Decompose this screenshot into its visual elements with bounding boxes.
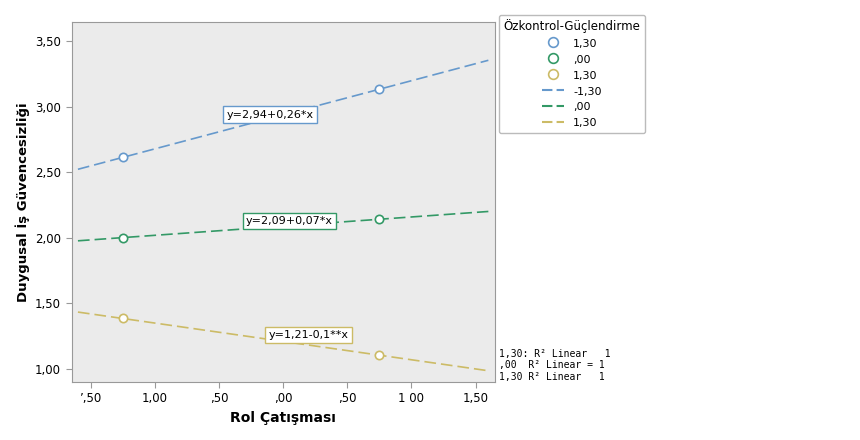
X-axis label: Rol Çatışması: Rol Çatışması xyxy=(230,411,336,425)
Text: y=2,09+0,07*x: y=2,09+0,07*x xyxy=(246,216,333,226)
Text: 1,30: R² Linear   1
,00  R² Linear = 1
1,30 R² Linear   1: 1,30: R² Linear 1 ,00 R² Linear = 1 1,30… xyxy=(499,349,611,382)
Legend: 1,30, ,00, 1,30, -1,30, ,00, 1,30: 1,30, ,00, 1,30, -1,30, ,00, 1,30 xyxy=(499,15,645,133)
Text: y=1,21-0,1**x: y=1,21-0,1**x xyxy=(269,330,349,340)
Text: y=2,94+0,26*x: y=2,94+0,26*x xyxy=(227,110,314,120)
Y-axis label: Duygusal İş Güvencesizliği: Duygusal İş Güvencesizliği xyxy=(15,102,29,302)
